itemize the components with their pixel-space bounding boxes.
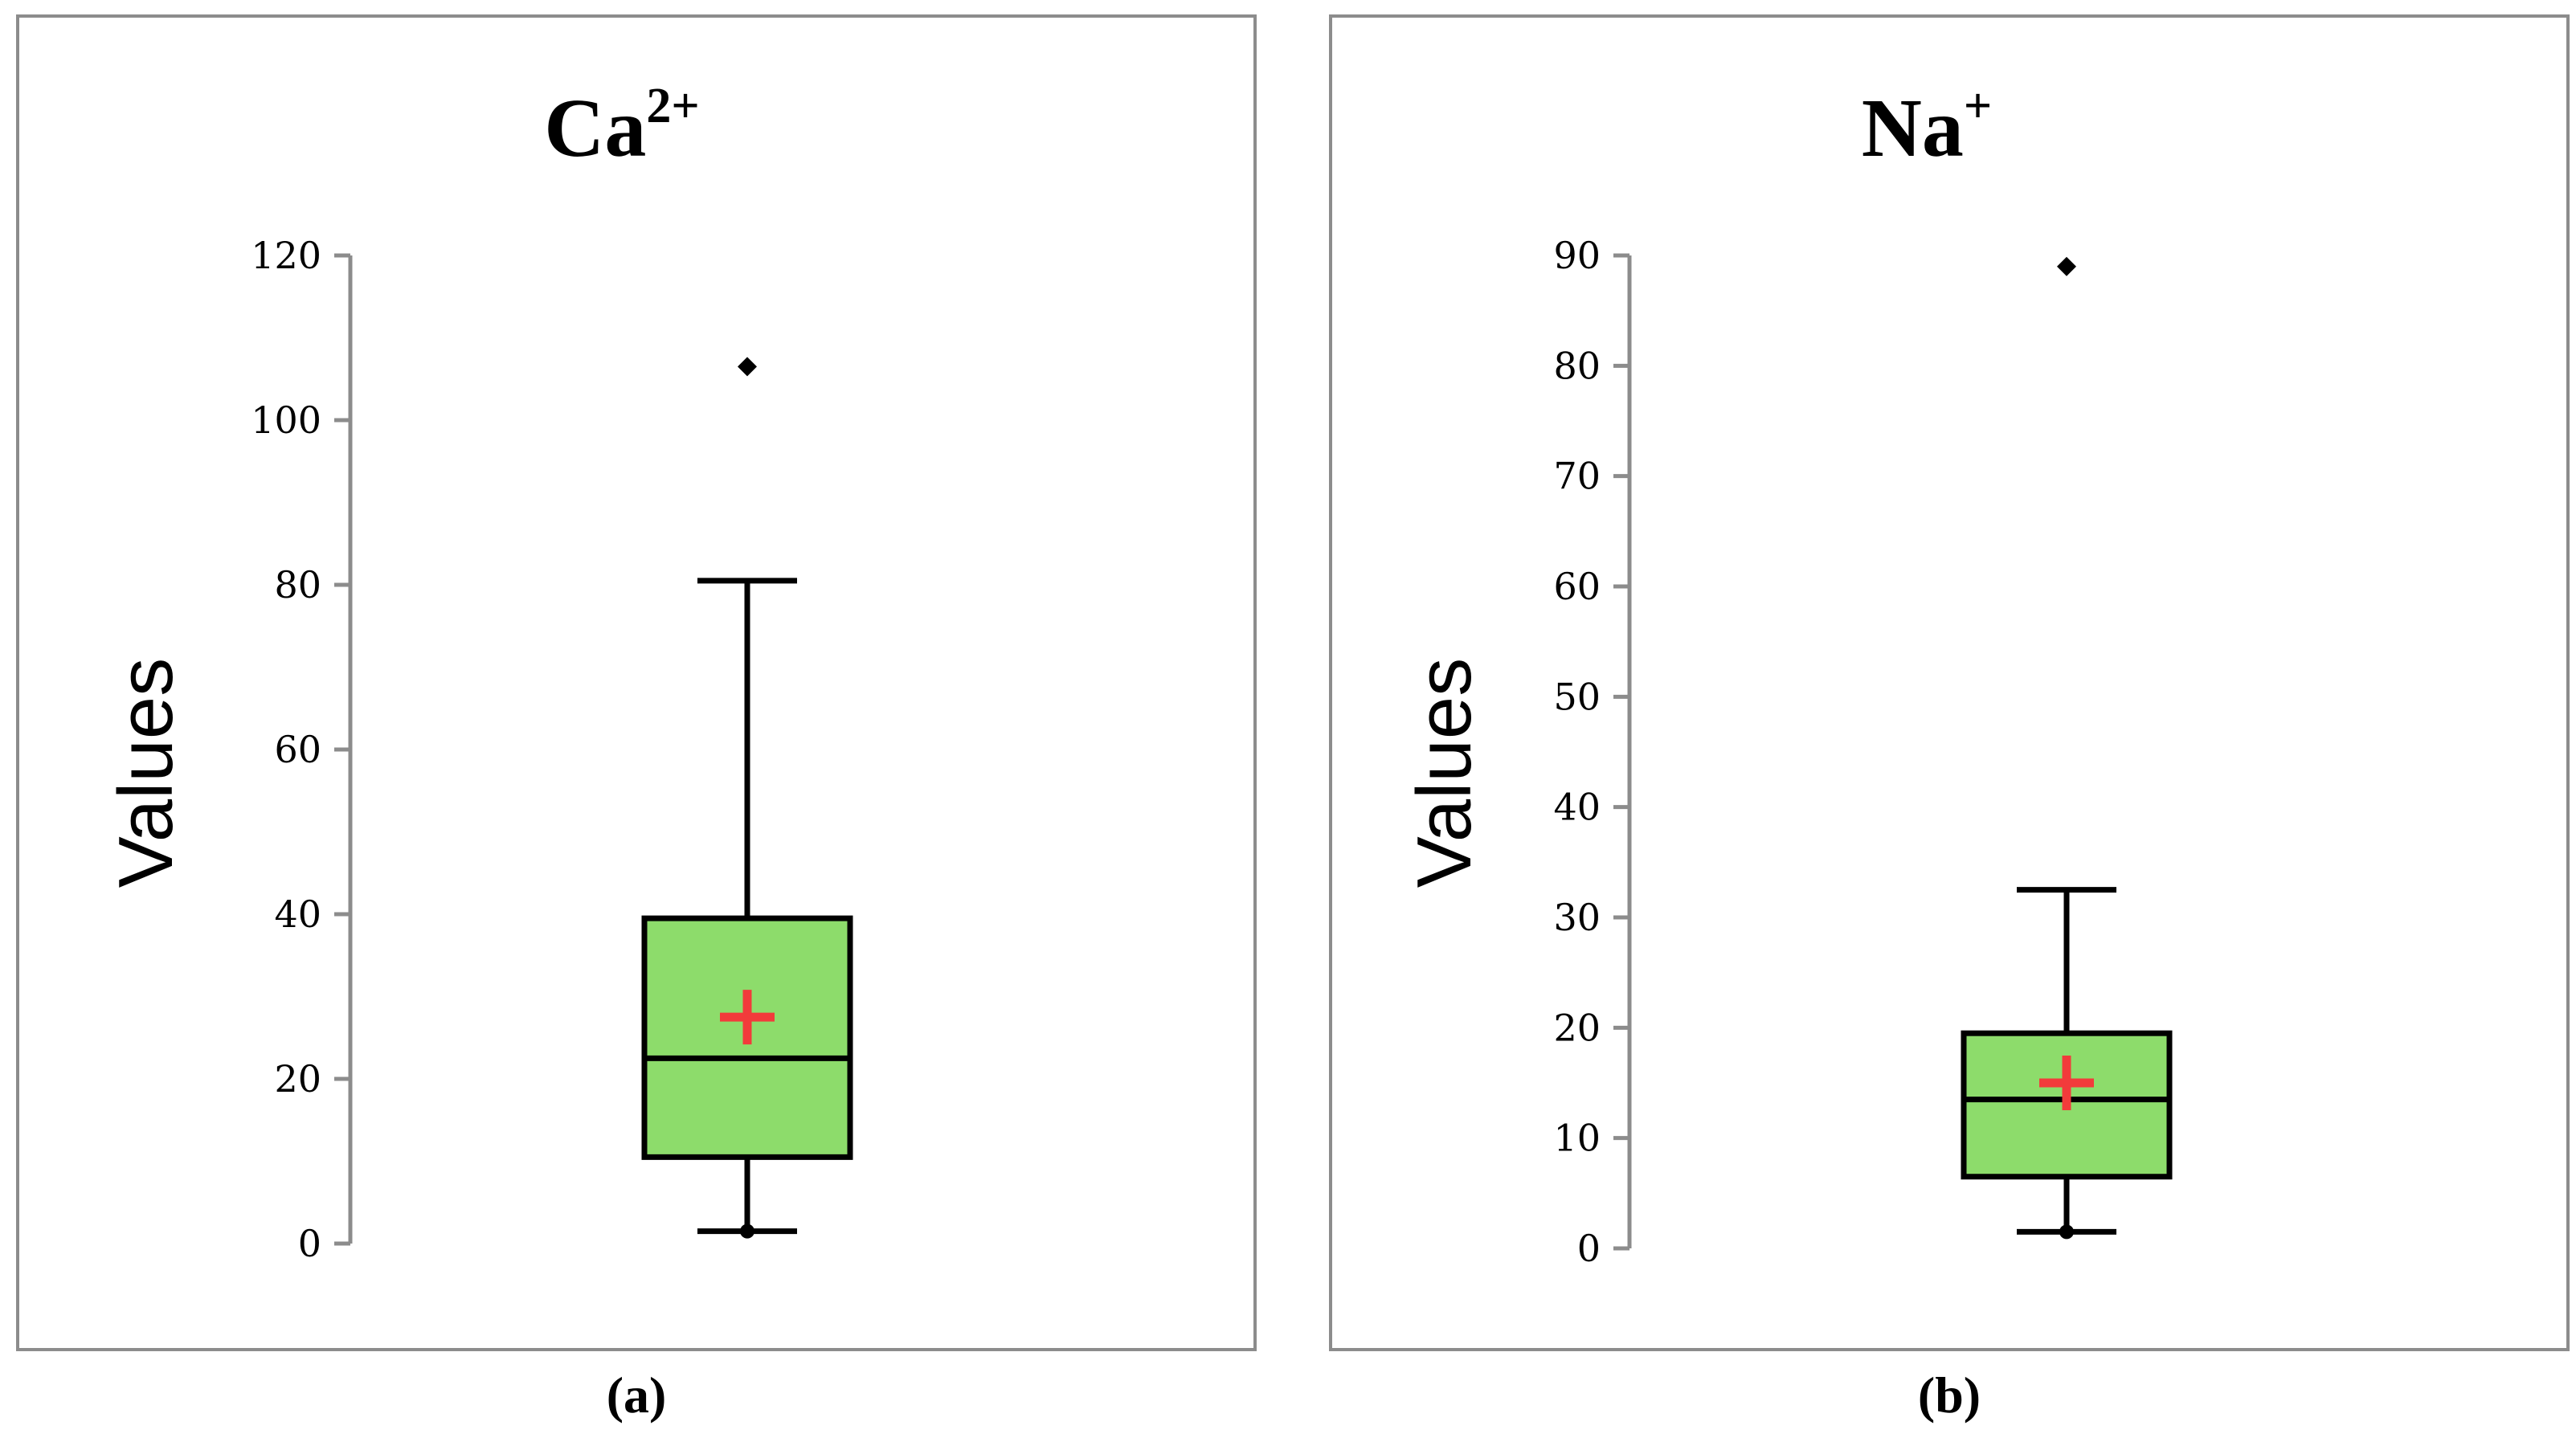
caption-b: (b)	[1329, 1366, 2570, 1425]
chart-title-sup: 2+	[646, 79, 699, 133]
y-tick-label: 0	[1577, 1227, 1601, 1270]
y-tick-label: 20	[274, 1057, 321, 1101]
outlier-point	[738, 357, 757, 377]
y-tick-label: 30	[1553, 896, 1601, 939]
y-axis-label: Values	[103, 658, 189, 888]
min-marker	[2059, 1224, 2074, 1240]
y-tick-label: 10	[1553, 1117, 1601, 1160]
min-marker	[740, 1223, 754, 1239]
chart-panel-ca: Ca2+ Values 0 20 40 60 80 100 120	[16, 14, 1257, 1351]
y-tick-label: 40	[1553, 786, 1601, 829]
chart-title-base: Na	[1862, 82, 1964, 174]
y-tick-label: 80	[1553, 344, 1601, 387]
y-tick-label: 60	[1553, 565, 1601, 608]
y-tick-label: 50	[1553, 675, 1601, 718]
chart-title: Ca2+	[544, 79, 699, 174]
y-tick-label: 100	[251, 398, 321, 442]
y-tick-label: 20	[1553, 1006, 1601, 1049]
chart-title-base: Ca	[544, 82, 646, 174]
y-tick-label: 80	[274, 563, 321, 607]
y-tick-label: 60	[274, 728, 321, 771]
outlier-point	[2057, 256, 2076, 276]
caption-b-text: (b)	[1917, 1366, 1981, 1424]
y-tick-label: 70	[1553, 455, 1601, 498]
y-axis-label-b: Values	[1401, 658, 1487, 888]
chart-ca-svg: Ca2+ Values 0 20 40 60 80 100 120	[103, 79, 853, 1265]
caption-a: (a)	[16, 1366, 1257, 1425]
y-tick-label: 120	[251, 234, 321, 277]
chart-title-sup: +	[1964, 79, 1992, 133]
y-tick-label: 90	[1553, 234, 1601, 277]
caption-a-text: (a)	[606, 1366, 667, 1424]
chart-title: Na+	[1862, 79, 1992, 174]
y-tick-label: 40	[274, 893, 321, 936]
y-tick-label: 0	[298, 1222, 321, 1265]
